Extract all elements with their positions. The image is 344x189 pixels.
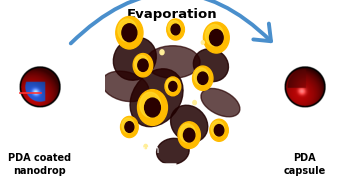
Circle shape: [144, 98, 160, 117]
Circle shape: [133, 53, 153, 77]
Circle shape: [194, 68, 208, 85]
Text: PDA
capsule: PDA capsule: [283, 153, 325, 176]
Circle shape: [193, 101, 196, 105]
Ellipse shape: [157, 138, 189, 164]
Text: Evaporation: Evaporation: [127, 8, 217, 21]
FancyArrowPatch shape: [71, 0, 271, 43]
Circle shape: [118, 19, 137, 42]
Circle shape: [183, 128, 195, 142]
Circle shape: [116, 16, 143, 49]
Circle shape: [214, 125, 224, 136]
Circle shape: [211, 121, 224, 136]
Ellipse shape: [130, 69, 183, 127]
Circle shape: [210, 119, 228, 141]
Circle shape: [122, 24, 137, 42]
Circle shape: [180, 124, 195, 143]
Ellipse shape: [102, 71, 149, 102]
Ellipse shape: [193, 49, 228, 82]
Circle shape: [125, 122, 134, 132]
Circle shape: [193, 66, 213, 91]
Circle shape: [160, 50, 164, 55]
Circle shape: [171, 24, 180, 35]
Circle shape: [209, 29, 223, 46]
Ellipse shape: [201, 88, 240, 117]
Circle shape: [168, 20, 181, 35]
Circle shape: [178, 122, 200, 149]
Circle shape: [201, 41, 204, 44]
Text: 2μm: 2μm: [137, 145, 160, 155]
Circle shape: [138, 59, 148, 71]
Ellipse shape: [146, 46, 200, 78]
Circle shape: [138, 90, 168, 125]
Circle shape: [197, 72, 208, 84]
Circle shape: [205, 25, 224, 46]
Circle shape: [140, 92, 161, 117]
Circle shape: [167, 19, 184, 40]
Text: PDA coated
nanodrop: PDA coated nanodrop: [8, 153, 71, 176]
Ellipse shape: [113, 37, 156, 80]
Circle shape: [135, 55, 148, 72]
Circle shape: [203, 22, 229, 53]
Circle shape: [122, 118, 134, 133]
Circle shape: [144, 144, 148, 149]
Circle shape: [165, 77, 181, 96]
Circle shape: [120, 116, 138, 138]
Ellipse shape: [171, 105, 208, 142]
Circle shape: [169, 81, 177, 91]
Circle shape: [166, 78, 177, 91]
